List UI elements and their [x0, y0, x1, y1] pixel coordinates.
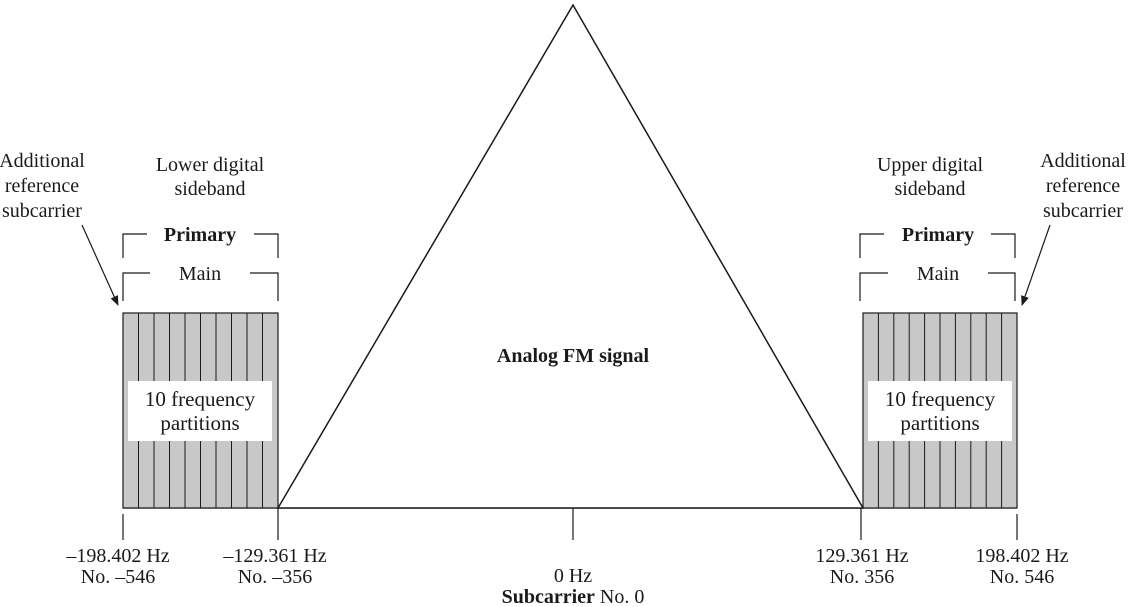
upper-ref-subcarrier-line3: subcarrier	[1043, 200, 1123, 222]
label-center-freq: 0 Hz	[554, 565, 592, 587]
lower-primary-label: Primary	[164, 224, 236, 246]
upper-ref-subcarrier-line2: reference	[1046, 175, 1120, 197]
lower-main-label: Main	[179, 263, 221, 285]
upper-partitions-label-line2: partitions	[900, 411, 979, 435]
upper-main-label: Main	[917, 263, 959, 285]
label-outer-right-no: No. 546	[990, 566, 1054, 588]
upper-main-bracket-left	[859, 272, 888, 301]
label-inner-right-freq: 129.361 Hz	[815, 545, 908, 567]
lower-sideband-title-line1: Lower digital	[156, 154, 265, 176]
lower-partitions-label-line2: partitions	[160, 411, 239, 435]
label-center-no-rest: No. 0	[595, 586, 644, 607]
lower-ref-subcarrier-line1: Additional	[0, 150, 85, 172]
lower-sideband: 10 frequency partitions Main Primary Low…	[0, 150, 279, 509]
analog-fm-triangle	[276, 3, 865, 509]
upper-partitions-label-line1: 10 frequency	[885, 387, 996, 411]
lower-main-bracket-left	[122, 272, 150, 301]
upper-partitions-label-box	[868, 381, 1012, 441]
label-outer-left-freq: –198.402 Hz	[65, 545, 169, 567]
upper-primary-bracket-left	[859, 233, 884, 258]
upper-ref-arrow	[1021, 224, 1051, 306]
label-outer-left-no: No. –546	[81, 566, 155, 588]
upper-sideband-title-line1: Upper digital	[877, 154, 984, 176]
lower-primary-bracket-right	[254, 233, 279, 258]
upper-main-bracket-right	[988, 272, 1016, 301]
upper-primary-label: Primary	[902, 224, 974, 246]
upper-primary-bracket-right	[991, 233, 1016, 258]
lower-ref-subcarrier-line2: reference	[5, 175, 79, 197]
lower-ref-arrow	[81, 224, 119, 306]
label-inner-right-no: No. 356	[830, 566, 894, 588]
label-center-no-bold: Subcarrier	[502, 586, 595, 607]
label-center-no: Subcarrier No. 0	[502, 586, 645, 607]
lower-sideband-title-line2: sideband	[174, 178, 245, 200]
lower-main-bracket-right	[250, 272, 279, 301]
lower-partitions-label-line1: 10 frequency	[145, 387, 256, 411]
upper-sideband-title-line2: sideband	[894, 178, 965, 200]
label-inner-left-no: No. –356	[238, 566, 312, 588]
label-inner-left-freq: –129.361 Hz	[222, 545, 326, 567]
upper-ref-subcarrier-line1: Additional	[1040, 150, 1126, 172]
lower-partitions-label-box	[128, 381, 272, 441]
upper-sideband: 10 frequency partitions Main Primary Upp…	[859, 150, 1126, 509]
lower-primary-bracket-left	[122, 233, 147, 258]
label-outer-right-freq: 198.402 Hz	[975, 545, 1068, 567]
analog-fm-label: Analog FM signal	[497, 345, 650, 367]
lower-ref-subcarrier-line3: subcarrier	[2, 200, 82, 222]
